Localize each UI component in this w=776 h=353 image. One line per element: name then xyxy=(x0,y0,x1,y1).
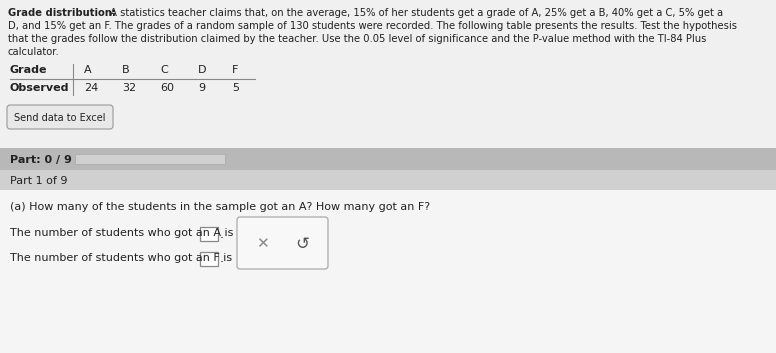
Bar xyxy=(0,190,776,353)
FancyBboxPatch shape xyxy=(7,105,113,129)
Text: ✕: ✕ xyxy=(255,237,268,251)
Bar xyxy=(75,154,225,164)
Text: A statistics teacher claims that, on the average, 15% of her students get a grad: A statistics teacher claims that, on the… xyxy=(107,8,723,18)
Text: B: B xyxy=(122,65,130,75)
Bar xyxy=(0,148,776,170)
Text: 5: 5 xyxy=(232,83,239,93)
Text: A: A xyxy=(84,65,92,75)
Bar xyxy=(0,0,776,148)
Text: 24: 24 xyxy=(84,83,99,93)
Bar xyxy=(200,227,218,241)
Text: Grade distribution:: Grade distribution: xyxy=(8,8,116,18)
FancyBboxPatch shape xyxy=(237,217,328,269)
Text: Part: 0 / 9: Part: 0 / 9 xyxy=(10,155,72,165)
Text: .: . xyxy=(220,227,224,240)
Text: calculator.: calculator. xyxy=(8,47,60,57)
Text: D, and 15% get an F. The grades of a random sample of 130 students were recorded: D, and 15% get an F. The grades of a ran… xyxy=(8,21,737,31)
Text: The number of students who got an F is: The number of students who got an F is xyxy=(10,253,232,263)
Bar xyxy=(200,252,218,266)
Text: Grade: Grade xyxy=(10,65,47,75)
Text: 60: 60 xyxy=(160,83,174,93)
Text: 9: 9 xyxy=(198,83,205,93)
Text: F: F xyxy=(232,65,238,75)
Text: D: D xyxy=(198,65,206,75)
Text: Send data to Excel: Send data to Excel xyxy=(14,113,106,123)
Text: Part 1 of 9: Part 1 of 9 xyxy=(10,176,68,186)
Bar xyxy=(0,170,776,190)
Text: Observed: Observed xyxy=(10,83,70,93)
Text: .: . xyxy=(220,252,224,265)
Text: ↺: ↺ xyxy=(295,235,309,253)
Text: that the grades follow the distribution claimed by the teacher. Use the 0.05 lev: that the grades follow the distribution … xyxy=(8,34,706,44)
Text: The number of students who got an A is: The number of students who got an A is xyxy=(10,228,234,238)
Text: C: C xyxy=(160,65,168,75)
Text: (a) How many of the students in the sample got an A? How many got an F?: (a) How many of the students in the samp… xyxy=(10,202,430,212)
Text: 32: 32 xyxy=(122,83,136,93)
